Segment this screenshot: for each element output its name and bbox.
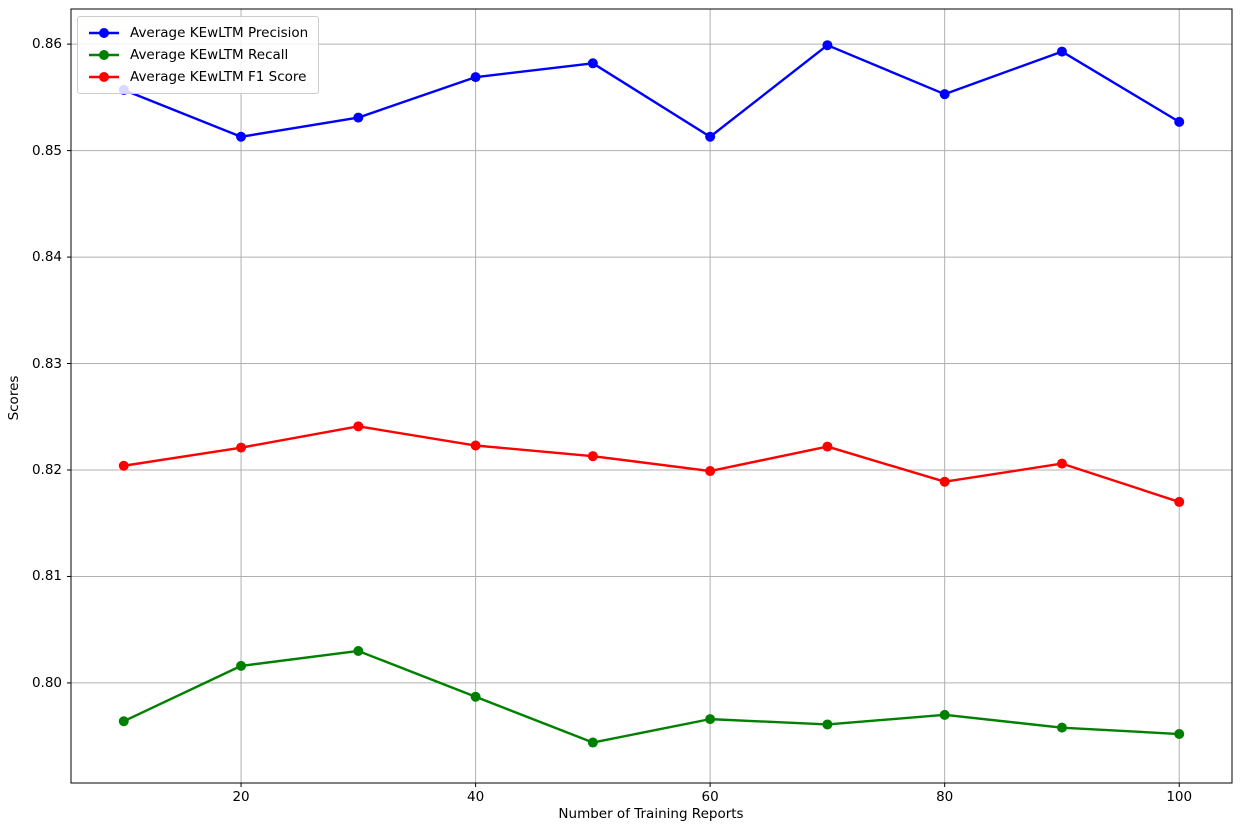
- y-axis-label: Scores: [6, 375, 22, 421]
- x-tick-label-40: 40: [466, 789, 485, 805]
- y-tick-label-0.85: 0.85: [31, 142, 62, 159]
- y-tick-label-0.86: 0.86: [31, 36, 62, 53]
- plot-border: [70, 8, 1233, 784]
- data-point: [587, 58, 598, 69]
- data-point: [705, 131, 716, 142]
- y-tick-label-0.81: 0.81: [31, 568, 62, 585]
- data-point: [1056, 458, 1067, 469]
- x-axis-label: Number of Training Reports: [558, 806, 744, 822]
- y-tick-label-0.84: 0.84: [31, 249, 62, 266]
- legend-label: Average KEwLTM F1 Score: [130, 69, 307, 85]
- data-point: [1174, 496, 1185, 507]
- data-point: [822, 441, 833, 452]
- data-point: [822, 40, 833, 51]
- data-point: [353, 421, 364, 432]
- data-point: [470, 691, 481, 702]
- data-point: [939, 476, 950, 487]
- data-point: [587, 451, 598, 462]
- legend-item-precision: Average KEwLTM Precision: [88, 23, 308, 43]
- data-point: [236, 131, 247, 142]
- legend-line-marker-icon: [89, 72, 119, 82]
- data-point: [705, 466, 716, 477]
- data-point: [1056, 46, 1067, 57]
- data-point: [1174, 116, 1185, 127]
- legend: Average KEwLTM Precision Average KEwLTM …: [77, 16, 320, 94]
- data-point: [822, 719, 833, 730]
- x-tick-label-80: 80: [936, 789, 954, 805]
- legend-label: Average KEwLTM Recall: [130, 47, 289, 63]
- x-tick-label-20: 20: [232, 789, 250, 805]
- data-point: [353, 112, 364, 123]
- legend-item-recall: Average KEwLTM Recall: [88, 45, 308, 65]
- series-line-0: [122, 43, 1181, 138]
- data-point: [236, 442, 247, 453]
- legend-line-marker-icon: [89, 50, 119, 60]
- series-line-2: [122, 425, 1181, 504]
- data-point: [705, 714, 716, 725]
- data-point: [1056, 722, 1067, 733]
- series-line-1: [122, 649, 1181, 744]
- data-point: [939, 89, 950, 100]
- data-point: [587, 737, 598, 748]
- data-point: [118, 716, 129, 727]
- y-tick-label-0.82: 0.82: [31, 461, 62, 478]
- data-point: [939, 709, 950, 720]
- data-point: [236, 660, 247, 671]
- legend-line-marker-icon: [89, 28, 119, 38]
- data-point: [470, 72, 481, 83]
- x-tick-label-100: 100: [1166, 789, 1193, 805]
- legend-item-f1: Average KEwLTM F1 Score: [88, 67, 308, 87]
- y-tick-label-0.80: 0.80: [31, 674, 62, 691]
- data-point: [470, 440, 481, 451]
- y-tick-label-0.83: 0.83: [31, 355, 62, 372]
- x-tick-label-60: 60: [701, 789, 719, 805]
- legend-label: Average KEwLTM Precision: [130, 25, 309, 41]
- data-point: [1174, 729, 1185, 740]
- data-point: [353, 645, 364, 656]
- data-point: [118, 460, 129, 471]
